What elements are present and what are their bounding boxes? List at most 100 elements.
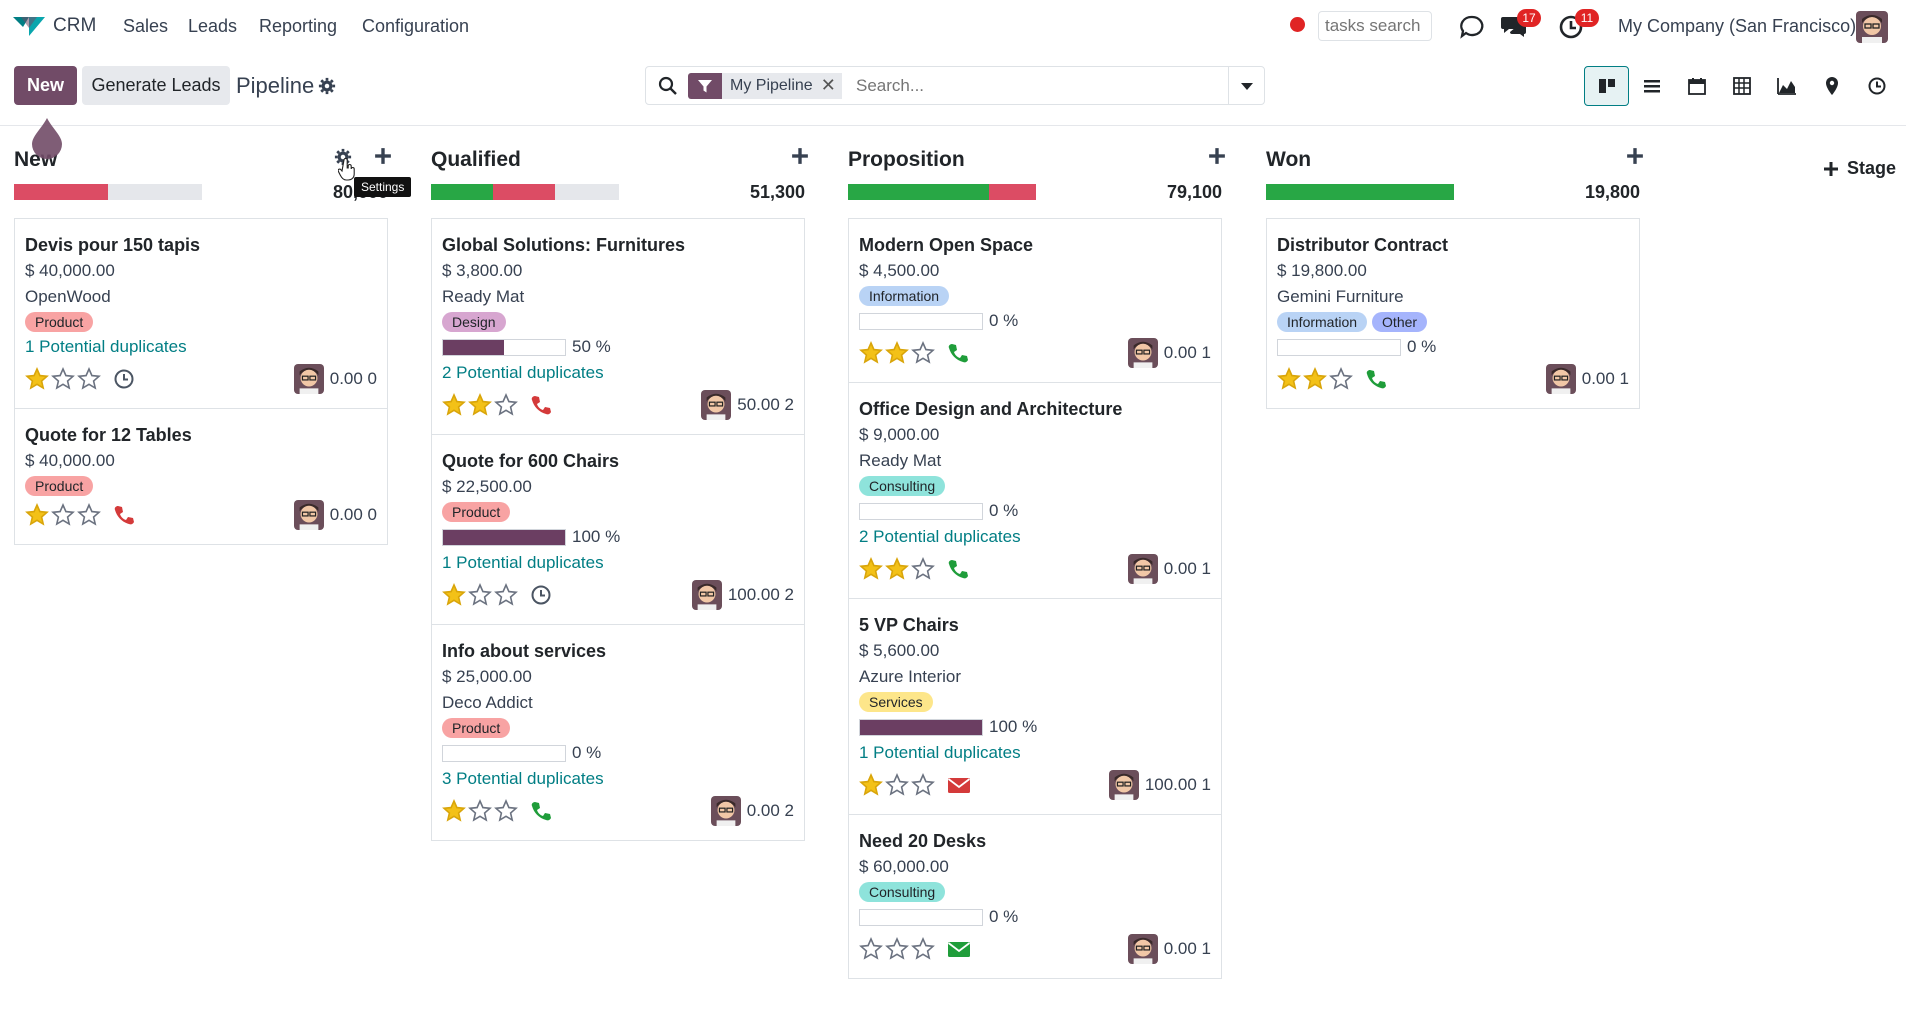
star-empty-icon[interactable] <box>1329 367 1353 391</box>
phone-red-icon[interactable] <box>530 394 552 416</box>
potential-duplicates-link[interactable]: 2 Potential duplicates <box>442 363 604 382</box>
facet-close-icon[interactable]: ✕ <box>820 73 842 99</box>
salesperson-avatar[interactable] <box>293 364 324 394</box>
star-filled-icon[interactable] <box>442 799 466 823</box>
star-filled-icon[interactable] <box>859 773 883 797</box>
star-empty-icon[interactable] <box>494 393 518 417</box>
menu-leads[interactable]: Leads <box>188 16 238 36</box>
star-empty-icon[interactable] <box>468 583 492 607</box>
activity-clock-icon[interactable] <box>530 584 552 606</box>
progress-segment[interactable] <box>989 184 1036 200</box>
column-progress-bar[interactable] <box>848 184 1036 200</box>
progress-segment[interactable] <box>493 184 556 200</box>
column-quick-create-plus-icon[interactable] <box>374 147 392 165</box>
column-progress-bar[interactable] <box>14 184 202 200</box>
star-empty-icon[interactable] <box>494 583 518 607</box>
envelope-red-icon[interactable] <box>947 774 971 796</box>
discuss-chat-icon[interactable] <box>1457 12 1487 42</box>
menu-sales[interactable]: Sales <box>123 16 169 36</box>
kanban-card[interactable]: 5 VP Chairs $ 5,600.00 Azure Interior Servi… <box>849 599 1221 815</box>
salesperson-avatar[interactable] <box>701 390 732 420</box>
column-title[interactable]: Proposition <box>848 148 965 171</box>
star-filled-icon[interactable] <box>1277 367 1301 391</box>
star-empty-icon[interactable] <box>911 341 935 365</box>
star-empty-icon[interactable] <box>911 937 935 961</box>
activity-view-button[interactable] <box>1854 66 1899 106</box>
phone-green-icon[interactable] <box>947 558 969 580</box>
star-empty-icon[interactable] <box>859 937 883 961</box>
column-quick-create-plus-icon[interactable] <box>1626 147 1644 165</box>
salesperson-avatar[interactable] <box>293 500 324 530</box>
progress-segment[interactable] <box>431 184 494 200</box>
column-title[interactable]: Won <box>1266 148 1312 171</box>
salesperson-avatar[interactable] <box>1545 364 1576 394</box>
progress-segment[interactable] <box>14 184 108 200</box>
salesperson-avatar[interactable] <box>1127 338 1158 368</box>
star-empty-icon[interactable] <box>77 367 101 391</box>
star-empty-icon[interactable] <box>77 503 101 527</box>
kanban-card[interactable]: Quote for 12 Tables $ 40,000.00 Product 0.0… <box>15 409 387 544</box>
crm-logo-icon[interactable] <box>12 14 46 38</box>
menu-reporting[interactable]: Reporting <box>259 16 338 36</box>
salesperson-avatar[interactable] <box>1127 554 1158 584</box>
calendar-view-button[interactable] <box>1674 66 1719 106</box>
pivot-view-button[interactable] <box>1719 66 1764 106</box>
progress-segment[interactable] <box>848 184 989 200</box>
phone-green-icon[interactable] <box>947 342 969 364</box>
activity-clock-icon[interactable] <box>113 368 135 390</box>
kanban-card[interactable]: Devis pour 150 tapis $ 40,000.00 OpenWood P… <box>15 219 387 409</box>
kanban-card[interactable]: Distributor Contract $ 19,800.00 Gemini Fu… <box>1267 219 1639 408</box>
list-view-button[interactable] <box>1629 66 1674 106</box>
kanban-card[interactable]: Global Solutions: Furnitures $ 3,800.00 Re… <box>432 219 804 435</box>
star-filled-icon[interactable] <box>859 341 883 365</box>
star-filled-icon[interactable] <box>468 393 492 417</box>
kanban-card[interactable]: Quote for 600 Chairs $ 22,500.00 Product 10… <box>432 435 804 625</box>
kanban-card[interactable]: Modern Open Space $ 4,500.00 Information 0 … <box>849 219 1221 383</box>
progress-segment[interactable] <box>108 184 202 200</box>
star-filled-icon[interactable] <box>442 393 466 417</box>
tasks-search-input[interactable] <box>1318 11 1432 41</box>
star-empty-icon[interactable] <box>911 773 935 797</box>
kanban-card[interactable]: Info about services $ 25,000.00 Deco Addic… <box>432 625 804 840</box>
column-title[interactable]: Qualified <box>431 148 521 171</box>
kanban-view-button[interactable] <box>1584 66 1629 106</box>
graph-view-button[interactable] <box>1764 66 1809 106</box>
star-filled-icon[interactable] <box>859 557 883 581</box>
potential-duplicates-link[interactable]: 1 Potential duplicates <box>859 743 1021 762</box>
messages-button[interactable]: 17 <box>1500 9 1541 42</box>
column-progress-bar[interactable] <box>431 184 619 200</box>
column-quick-create-plus-icon[interactable] <box>791 147 809 165</box>
star-filled-icon[interactable] <box>885 341 909 365</box>
star-empty-icon[interactable] <box>885 773 909 797</box>
star-empty-icon[interactable] <box>885 937 909 961</box>
star-empty-icon[interactable] <box>468 799 492 823</box>
user-avatar[interactable] <box>1856 11 1888 43</box>
progress-segment[interactable] <box>555 184 619 200</box>
generate-leads-button[interactable]: Generate Leads <box>82 66 230 105</box>
star-filled-icon[interactable] <box>442 583 466 607</box>
salesperson-avatar[interactable] <box>1108 770 1139 800</box>
progress-segment[interactable] <box>1266 184 1454 200</box>
menu-configuration[interactable]: Configuration <box>362 16 470 36</box>
column-quick-create-plus-icon[interactable] <box>1208 147 1226 165</box>
kanban-card[interactable]: Need 20 Desks $ 60,000.00 Consulting 0 % 0.0… <box>849 815 1221 978</box>
column-progress-bar[interactable] <box>1266 184 1454 200</box>
star-filled-icon[interactable] <box>885 557 909 581</box>
activities-button[interactable]: 11 <box>1558 9 1599 42</box>
map-view-button[interactable] <box>1809 66 1854 106</box>
app-name[interactable]: CRM <box>53 15 97 36</box>
salesperson-avatar[interactable] <box>691 580 722 610</box>
company-switcher[interactable]: My Company (San Francisco) <box>1618 16 1857 36</box>
add-stage-button[interactable]: Stage <box>1675 148 1906 188</box>
salesperson-avatar[interactable] <box>710 796 741 826</box>
star-empty-icon[interactable] <box>911 557 935 581</box>
phone-green-icon[interactable] <box>1365 368 1387 390</box>
star-filled-icon[interactable] <box>25 367 49 391</box>
star-empty-icon[interactable] <box>494 799 518 823</box>
potential-duplicates-link[interactable]: 1 Potential duplicates <box>442 553 604 572</box>
search-input[interactable] <box>856 73 1156 99</box>
salesperson-avatar[interactable] <box>1127 934 1158 964</box>
phone-green-icon[interactable] <box>530 800 552 822</box>
star-empty-icon[interactable] <box>51 367 75 391</box>
star-empty-icon[interactable] <box>51 503 75 527</box>
